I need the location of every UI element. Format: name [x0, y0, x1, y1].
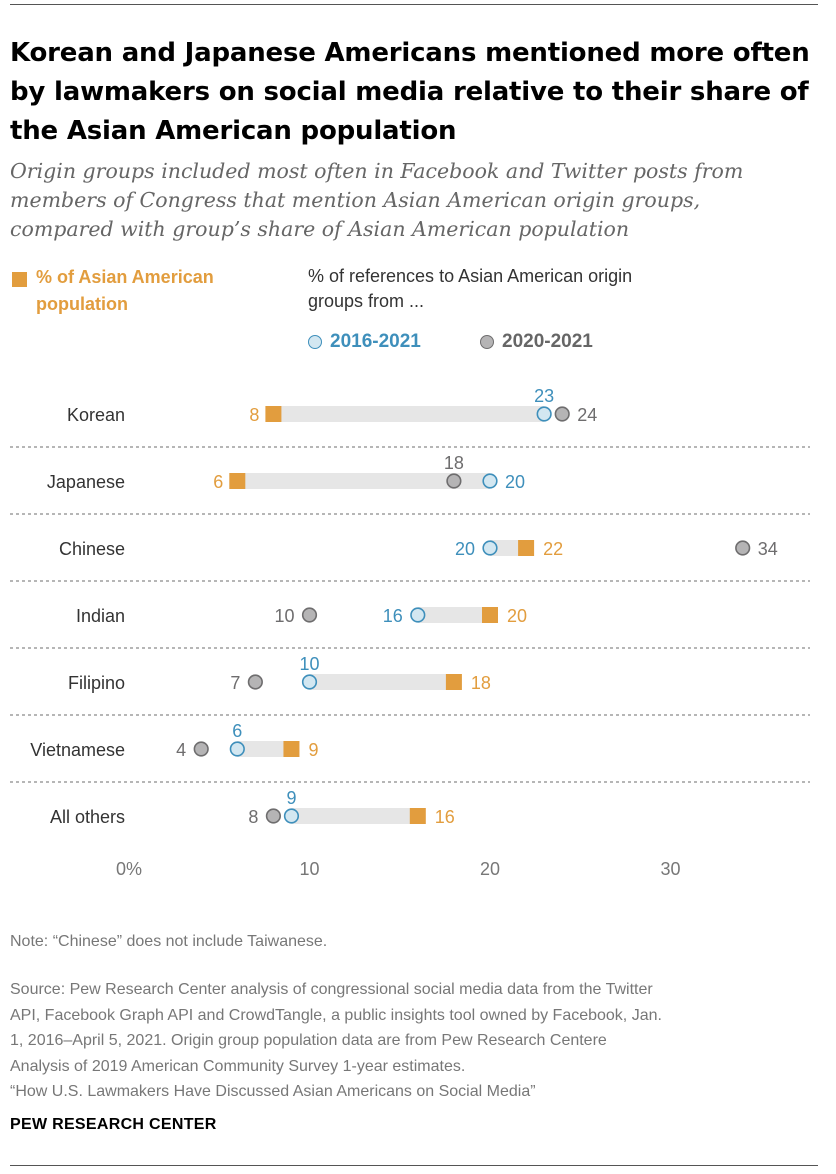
point-2020-2021	[446, 473, 462, 489]
range-bar	[237, 473, 490, 489]
point-2020-2021	[735, 540, 751, 556]
population-value-label: 18	[471, 673, 491, 693]
population-value-label: 8	[249, 405, 259, 425]
point-2016-2021	[482, 473, 498, 489]
category-label: Vietnamese	[30, 740, 125, 760]
top-rule	[10, 4, 818, 5]
point-2020-2021	[554, 406, 570, 422]
value-label-2016-2021: 23	[534, 386, 554, 406]
range-bar	[237, 741, 292, 757]
value-label-2016-2021: 9	[286, 788, 296, 808]
legend-2016-2021-label: 2016-2021	[330, 331, 421, 352]
chart-source: Source: Pew Research Center analysis of …	[10, 977, 810, 1105]
bottom-rule	[10, 1165, 818, 1166]
value-label-2020-2021: 7	[230, 673, 240, 693]
value-label-2020-2021: 10	[274, 606, 294, 626]
point-2016-2021	[410, 607, 426, 623]
range-bar	[309, 674, 454, 690]
population-legend-icon	[12, 272, 27, 287]
range-bar	[273, 406, 545, 422]
point-2016-2021	[229, 741, 245, 757]
population-value-label: 16	[435, 807, 455, 827]
legend-population-label: % of Asian American population	[36, 267, 214, 314]
legend-references-label: % of references to Asian American origin…	[308, 266, 633, 311]
point-2020-2021	[247, 674, 263, 690]
chart-subtitle: Origin groups included most often in Fac…	[10, 159, 744, 241]
value-label-2016-2021: 20	[455, 539, 475, 559]
category-label: Japanese	[47, 472, 125, 492]
series-2020-2021-icon	[480, 335, 494, 349]
value-label-2016-2021: 16	[383, 606, 403, 626]
x-axis-tick-label: 0%	[116, 859, 142, 879]
point-2016-2021	[283, 808, 300, 824]
value-label-2016-2021: 6	[232, 721, 242, 741]
dot-plot-chart: Korean 8 23 24 Japanese 6 20 18 Chinese 22 20 34 Ind…	[10, 386, 810, 879]
category-label: All others	[50, 807, 125, 827]
population-marker	[283, 741, 300, 757]
source-line: Source: Pew Research Center analysis of …	[10, 981, 653, 998]
point-2016-2021	[301, 674, 318, 690]
value-label-2020-2021: 4	[176, 740, 186, 760]
category-label: Indian	[76, 606, 125, 626]
value-label-2020-2021: 18	[444, 453, 464, 473]
population-marker	[409, 808, 426, 824]
range-bar	[417, 607, 490, 623]
x-axis-tick-label: 30	[660, 859, 680, 879]
source-line: Analysis of 2019 American Community Surv…	[10, 1057, 466, 1075]
legend-2016-2021: 2016-2021	[308, 330, 421, 354]
point-2020-2021	[193, 741, 209, 757]
value-label-2016-2021: 20	[505, 472, 525, 492]
population-value-label: 9	[308, 740, 318, 760]
brand-logo-text: PEW RESEARCH CENTER	[10, 1116, 217, 1133]
population-marker	[518, 540, 535, 556]
population-marker	[482, 607, 498, 623]
population-value-label: 22	[543, 539, 563, 559]
chart-title: Korean and Japanese Americans mentioned …	[10, 38, 810, 146]
x-axis-tick-label: 20	[480, 859, 500, 879]
legend-2020-2021-label: 2020-2021	[502, 331, 593, 352]
category-label: Korean	[67, 405, 125, 425]
source-line: 1, 2016–April 5, 2021. Origin group popu…	[10, 1032, 607, 1049]
population-marker	[265, 406, 282, 422]
population-marker	[229, 473, 246, 489]
population-value-label: 20	[507, 606, 527, 626]
point-2016-2021	[536, 406, 552, 422]
chart-note: Note: “Chinese” does not include Taiwane…	[10, 933, 328, 950]
series-2016-2021-icon	[308, 335, 322, 349]
range-bar	[291, 808, 418, 824]
population-marker	[445, 674, 462, 690]
value-label-2020-2021: 8	[248, 807, 258, 827]
category-label: Filipino	[68, 673, 125, 693]
source-line: “How U.S. Lawmakers Have Discussed Asian…	[10, 1083, 536, 1100]
value-label-2020-2021: 24	[577, 405, 597, 425]
range-bar	[490, 540, 527, 556]
category-label: Chinese	[59, 539, 125, 559]
value-label-2020-2021: 34	[758, 539, 778, 559]
legend-2020-2021: 2020-2021	[480, 330, 593, 354]
x-axis-tick-label: 10	[299, 859, 319, 879]
source-line: API, Facebook Graph API and CrowdTangle,…	[10, 1006, 662, 1024]
point-2016-2021	[482, 540, 498, 556]
point-2020-2021	[301, 607, 318, 623]
value-label-2016-2021: 10	[299, 654, 319, 674]
point-2020-2021	[265, 808, 282, 824]
population-value-label: 6	[213, 472, 223, 492]
